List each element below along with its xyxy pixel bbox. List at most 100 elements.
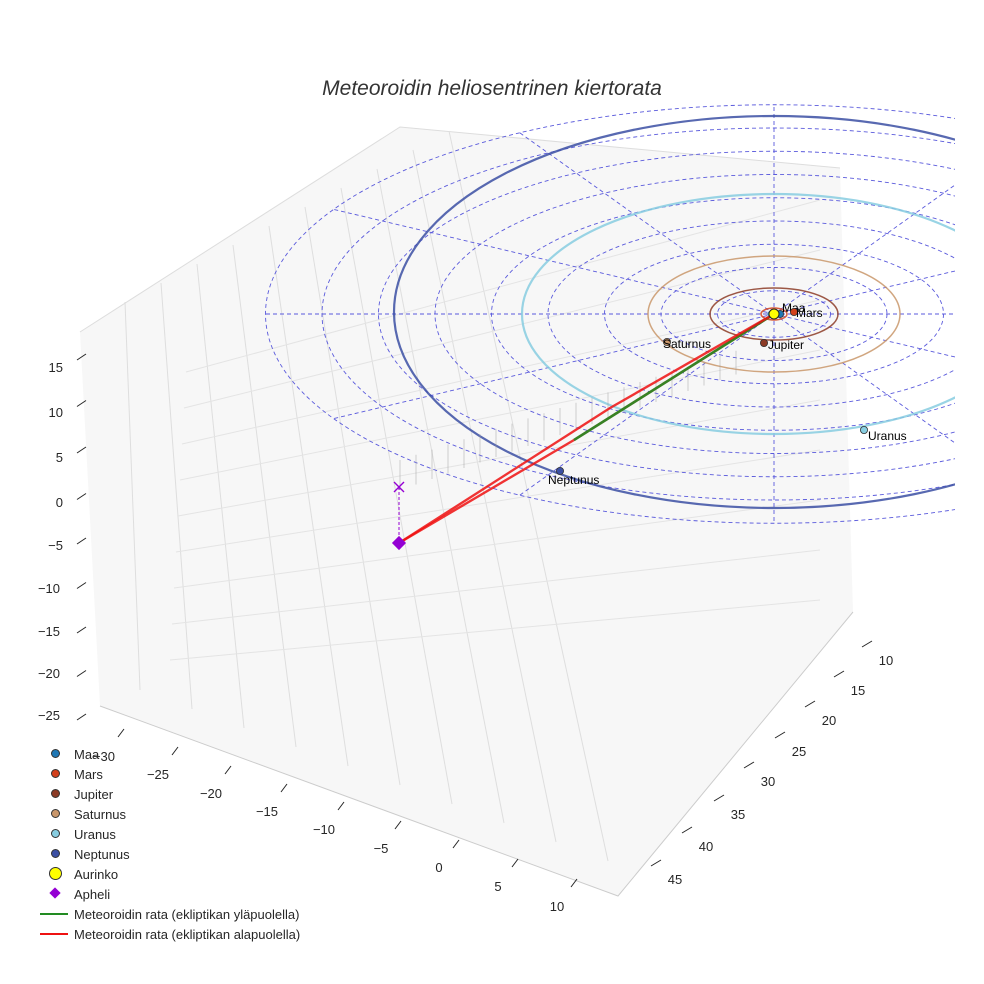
x-tick bbox=[117, 728, 125, 738]
x-tick-label: −20 bbox=[200, 786, 222, 801]
planet-jupiter bbox=[760, 338, 769, 347]
planet-orbits bbox=[393, 114, 955, 510]
orbit-mars bbox=[760, 307, 788, 321]
grid-line bbox=[179, 349, 821, 481]
trajectory-below-segment bbox=[398, 312, 775, 545]
z-tick bbox=[76, 537, 87, 545]
legend-label: Saturnus bbox=[74, 806, 127, 822]
grid-line bbox=[183, 249, 821, 409]
y-tick-label: 10 bbox=[879, 653, 893, 668]
legend-item: Neptunus bbox=[38, 844, 300, 864]
grid-line bbox=[171, 549, 821, 625]
legend-item: Apheli bbox=[38, 884, 300, 904]
planet-saturnus bbox=[663, 337, 672, 346]
legend-symbol bbox=[38, 904, 74, 924]
x-tick-label: 10 bbox=[550, 899, 564, 914]
legend-marker bbox=[51, 749, 60, 758]
legend-label: Apheli bbox=[74, 886, 111, 902]
z-tick bbox=[76, 400, 87, 407]
y-tick bbox=[833, 670, 845, 678]
x-tick-label: −25 bbox=[147, 767, 169, 782]
y-tick bbox=[743, 761, 755, 769]
z-tick bbox=[76, 626, 87, 634]
z-tick-label: 5 bbox=[56, 450, 63, 465]
x-tick bbox=[280, 783, 288, 793]
y-tick-label: 20 bbox=[822, 713, 836, 728]
grid-line bbox=[268, 225, 349, 767]
z-tick-label: −20 bbox=[38, 666, 60, 681]
x-tick bbox=[511, 858, 519, 868]
planet-neptunus bbox=[556, 466, 565, 475]
y-tick bbox=[861, 640, 873, 648]
legend-item: Mars bbox=[38, 764, 300, 784]
legend-item: Jupiter bbox=[38, 784, 300, 804]
legend-symbol bbox=[38, 764, 74, 784]
z-tick-label: −10 bbox=[38, 581, 60, 596]
grid-line bbox=[160, 282, 193, 710]
x-tick bbox=[452, 839, 460, 849]
y-tick bbox=[713, 794, 725, 802]
x-tick-label: −5 bbox=[374, 841, 389, 856]
y-tick-label: 15 bbox=[851, 683, 865, 698]
planet-label-neptunus: Neptunus bbox=[548, 473, 599, 487]
legend-marker bbox=[49, 867, 62, 880]
reference-circle bbox=[265, 104, 955, 524]
y-tick bbox=[774, 731, 786, 739]
grid-line bbox=[173, 499, 821, 589]
x-tick bbox=[337, 801, 345, 811]
reference-radial bbox=[519, 313, 775, 496]
y-tick-label: 45 bbox=[668, 872, 682, 887]
y-tick-label: 35 bbox=[731, 807, 745, 822]
aphelion-marker bbox=[391, 535, 407, 551]
planet-label-mars: Mars bbox=[796, 306, 823, 320]
grid-line bbox=[185, 199, 821, 373]
legend-item: Aurinko bbox=[38, 864, 300, 884]
legend-marker bbox=[40, 913, 68, 915]
legend-symbol bbox=[38, 884, 74, 904]
legend-label: Aurinko bbox=[74, 866, 119, 882]
grid-line bbox=[196, 263, 245, 729]
legend-label: Meteoroidin rata (ekliptikan alapuolella… bbox=[74, 926, 301, 942]
legend: Maa Mars Jupiter Saturnus Uranus Neptunus Auri… bbox=[38, 744, 300, 944]
legend-symbol bbox=[38, 924, 74, 944]
pane-background bbox=[80, 127, 853, 896]
y-tick bbox=[681, 826, 693, 834]
legend-label: Neptunus bbox=[74, 846, 130, 862]
axis-ticks: 15 10 5 0 −5 −10 −15 −20 −25 −30 −25 −20 −15 −10 −5 0 5 1… bbox=[38, 353, 893, 914]
orbit-uranus bbox=[520, 192, 955, 436]
x-tick bbox=[224, 765, 232, 775]
reference-radial bbox=[333, 313, 775, 420]
meteoroid-trajectory bbox=[398, 312, 775, 545]
z-tick bbox=[76, 353, 87, 361]
legend-symbol bbox=[38, 864, 74, 884]
orbit-saturnus bbox=[647, 255, 901, 373]
z-tick bbox=[76, 713, 87, 721]
legend-symbol bbox=[38, 744, 74, 764]
legend-symbol bbox=[38, 844, 74, 864]
legend-marker bbox=[51, 769, 60, 778]
legend-marker bbox=[49, 887, 61, 899]
z-tick bbox=[76, 582, 87, 589]
reference-grid bbox=[265, 104, 955, 524]
x-tick-label: −30 bbox=[93, 749, 115, 764]
y-tick bbox=[650, 859, 662, 867]
reference-radial bbox=[519, 132, 775, 315]
x-tick-label: 0 bbox=[435, 860, 442, 875]
legend-marker bbox=[51, 789, 60, 798]
legend-marker bbox=[51, 849, 60, 858]
z-tick-label: 15 bbox=[49, 360, 63, 375]
grid-line bbox=[376, 168, 505, 824]
reference-radial bbox=[773, 313, 955, 444]
z-tick-label: −5 bbox=[48, 538, 63, 553]
legend-label: Mars bbox=[74, 766, 103, 782]
x-tick bbox=[171, 746, 179, 756]
x-tick bbox=[570, 878, 578, 888]
legend-marker bbox=[51, 809, 60, 818]
grid-line bbox=[175, 449, 821, 553]
legend-item: Maa bbox=[38, 744, 300, 764]
grid-line bbox=[412, 149, 557, 843]
trajectory-stems bbox=[399, 350, 737, 490]
grid-line bbox=[124, 301, 141, 691]
z-tick-label: −15 bbox=[38, 624, 60, 639]
